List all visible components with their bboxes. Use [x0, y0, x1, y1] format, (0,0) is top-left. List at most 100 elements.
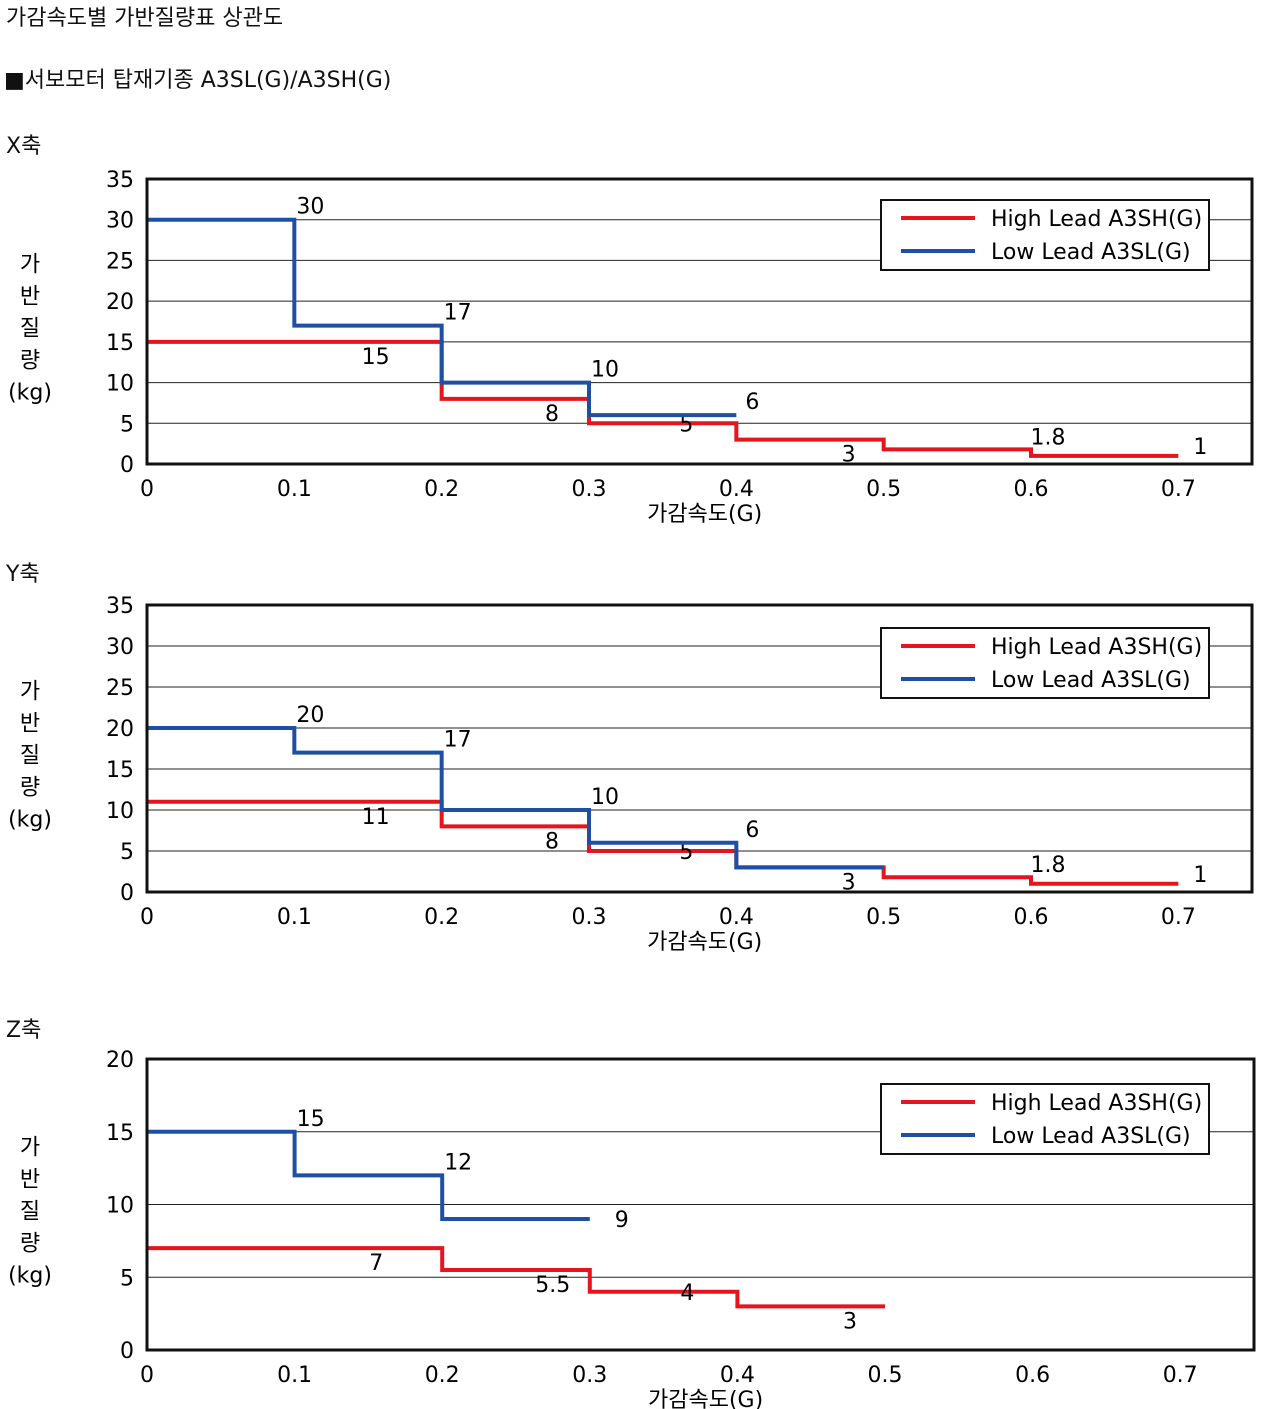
series-line-low-lead — [147, 726, 884, 870]
x-tick-label: 0.5 — [866, 905, 901, 930]
y-tick-label: 10 — [106, 799, 134, 824]
y-tick-label: 5 — [120, 1266, 134, 1291]
x-tick-label: 0 — [140, 905, 154, 930]
y-axis-title: 가 — [20, 1136, 40, 1161]
y-axis-title: 가 — [20, 680, 40, 705]
x-tick-label: 0.1 — [277, 905, 312, 930]
y-tick-label: 0 — [120, 453, 134, 478]
y-tick-label: 15 — [106, 1121, 134, 1146]
data-label: 17 — [444, 728, 472, 753]
legend-label: Low Lead A3SL(G) — [991, 668, 1191, 693]
x-axis-caption: X축 — [6, 134, 42, 159]
data-label: 3 — [842, 870, 856, 895]
y-tick-label: 5 — [120, 412, 134, 437]
x-tick-label: 0.4 — [719, 477, 754, 502]
data-label: 6 — [745, 818, 759, 843]
x-tick-label: 0.2 — [424, 477, 459, 502]
y-tick-label: 25 — [106, 249, 134, 274]
data-label: 4 — [680, 1281, 694, 1306]
y-tick-label: 35 — [106, 594, 134, 619]
data-label: 12 — [444, 1150, 472, 1175]
legend-label: High Lead A3SH(G) — [991, 207, 1202, 232]
x-tick-label: 0.4 — [720, 1363, 755, 1388]
legend-label: High Lead A3SH(G) — [991, 635, 1202, 660]
x-tick-label: 0.6 — [1014, 905, 1049, 930]
y-axis-title: 반 — [20, 712, 40, 737]
y-axis-title: 량 — [20, 1232, 40, 1257]
data-label: 5 — [679, 840, 693, 865]
y-axis-title: 반 — [20, 1168, 40, 1193]
x-tick-label: 0 — [140, 477, 154, 502]
data-label: 6 — [745, 390, 759, 415]
x-tick-label: 0.7 — [1161, 905, 1196, 930]
plot-frame — [145, 603, 1254, 894]
y-axis-title: 질 — [20, 1200, 40, 1225]
x-tick-label: 0.5 — [868, 1363, 903, 1388]
x-tick-label: 0.4 — [719, 905, 754, 930]
y-tick-label: 20 — [106, 1048, 134, 1073]
data-label: 8 — [545, 829, 559, 854]
x-tick-label: 0.3 — [572, 477, 607, 502]
data-label: 5 — [679, 412, 693, 437]
x-tick-label: 0.5 — [866, 477, 901, 502]
data-label: 30 — [296, 195, 324, 220]
series-line-high-lead — [147, 1246, 885, 1309]
y-axis-title: 량 — [20, 349, 40, 374]
y-tick-label: 10 — [106, 1194, 134, 1219]
x-axis-title: 가감속도(G) — [648, 1388, 763, 1409]
page-subtitle: ■서보모터 탑재기종 A3SL(G)/A3SH(G) — [4, 68, 392, 93]
data-label: 15 — [297, 1107, 325, 1132]
data-label: 9 — [615, 1208, 629, 1233]
x-tick-label: 0.3 — [572, 905, 607, 930]
x-tick-label: 0.2 — [424, 905, 459, 930]
data-label: 1.8 — [1031, 425, 1066, 450]
data-label: 5.5 — [535, 1273, 570, 1298]
data-label: 7 — [369, 1251, 383, 1276]
data-label: 20 — [296, 703, 324, 728]
x-tick-label: 0.6 — [1014, 477, 1049, 502]
y-tick-label: 30 — [106, 635, 134, 660]
data-label: 10 — [591, 358, 619, 383]
x-tick-label: 0 — [140, 1363, 154, 1388]
data-label: 1 — [1193, 435, 1207, 460]
plot-frame — [145, 1057, 1256, 1352]
y-axis-title: 량 — [20, 776, 40, 801]
data-label: 17 — [444, 301, 472, 326]
x-tick-label: 0.7 — [1163, 1363, 1198, 1388]
y-tick-label: 35 — [106, 168, 134, 193]
legend-label: High Lead A3SH(G) — [991, 1091, 1202, 1116]
data-label: 15 — [362, 345, 390, 370]
y-axis-title: (kg) — [8, 1264, 52, 1289]
legend-label: Low Lead A3SL(G) — [991, 240, 1191, 265]
data-label: 3 — [842, 443, 856, 468]
data-label: 10 — [591, 785, 619, 810]
y-tick-label: 5 — [120, 840, 134, 865]
x-tick-label: 0.2 — [425, 1363, 460, 1388]
legend-label: Low Lead A3SL(G) — [991, 1124, 1191, 1149]
x-tick-label: 0.7 — [1161, 477, 1196, 502]
data-label: 1 — [1193, 863, 1207, 888]
data-label: 8 — [545, 402, 559, 427]
y-axis-caption: Y축 — [6, 562, 40, 587]
x-tick-label: 0.3 — [572, 1363, 607, 1388]
y-tick-label: 0 — [120, 881, 134, 906]
y-tick-label: 25 — [106, 676, 134, 701]
y-tick-label: 20 — [106, 290, 134, 315]
series-line-low-lead — [147, 1129, 590, 1222]
x-axis-title: 가감속도(G) — [647, 502, 762, 527]
page-title: 가감속도별 가반질량표 상관도 — [6, 6, 284, 31]
data-label: 3 — [843, 1309, 857, 1334]
legend-box — [880, 627, 1210, 699]
y-tick-label: 10 — [106, 372, 134, 397]
series-line-low-lead — [147, 217, 737, 418]
y-axis-title: 질 — [20, 317, 40, 342]
y-tick-label: 15 — [106, 758, 134, 783]
z-axis-caption: Z축 — [6, 1018, 42, 1043]
x-tick-label: 0.6 — [1015, 1363, 1050, 1388]
data-label: 1.8 — [1031, 853, 1066, 878]
y-tick-label: 20 — [106, 717, 134, 742]
y-tick-label: 30 — [106, 209, 134, 234]
x-tick-label: 0.1 — [277, 477, 312, 502]
